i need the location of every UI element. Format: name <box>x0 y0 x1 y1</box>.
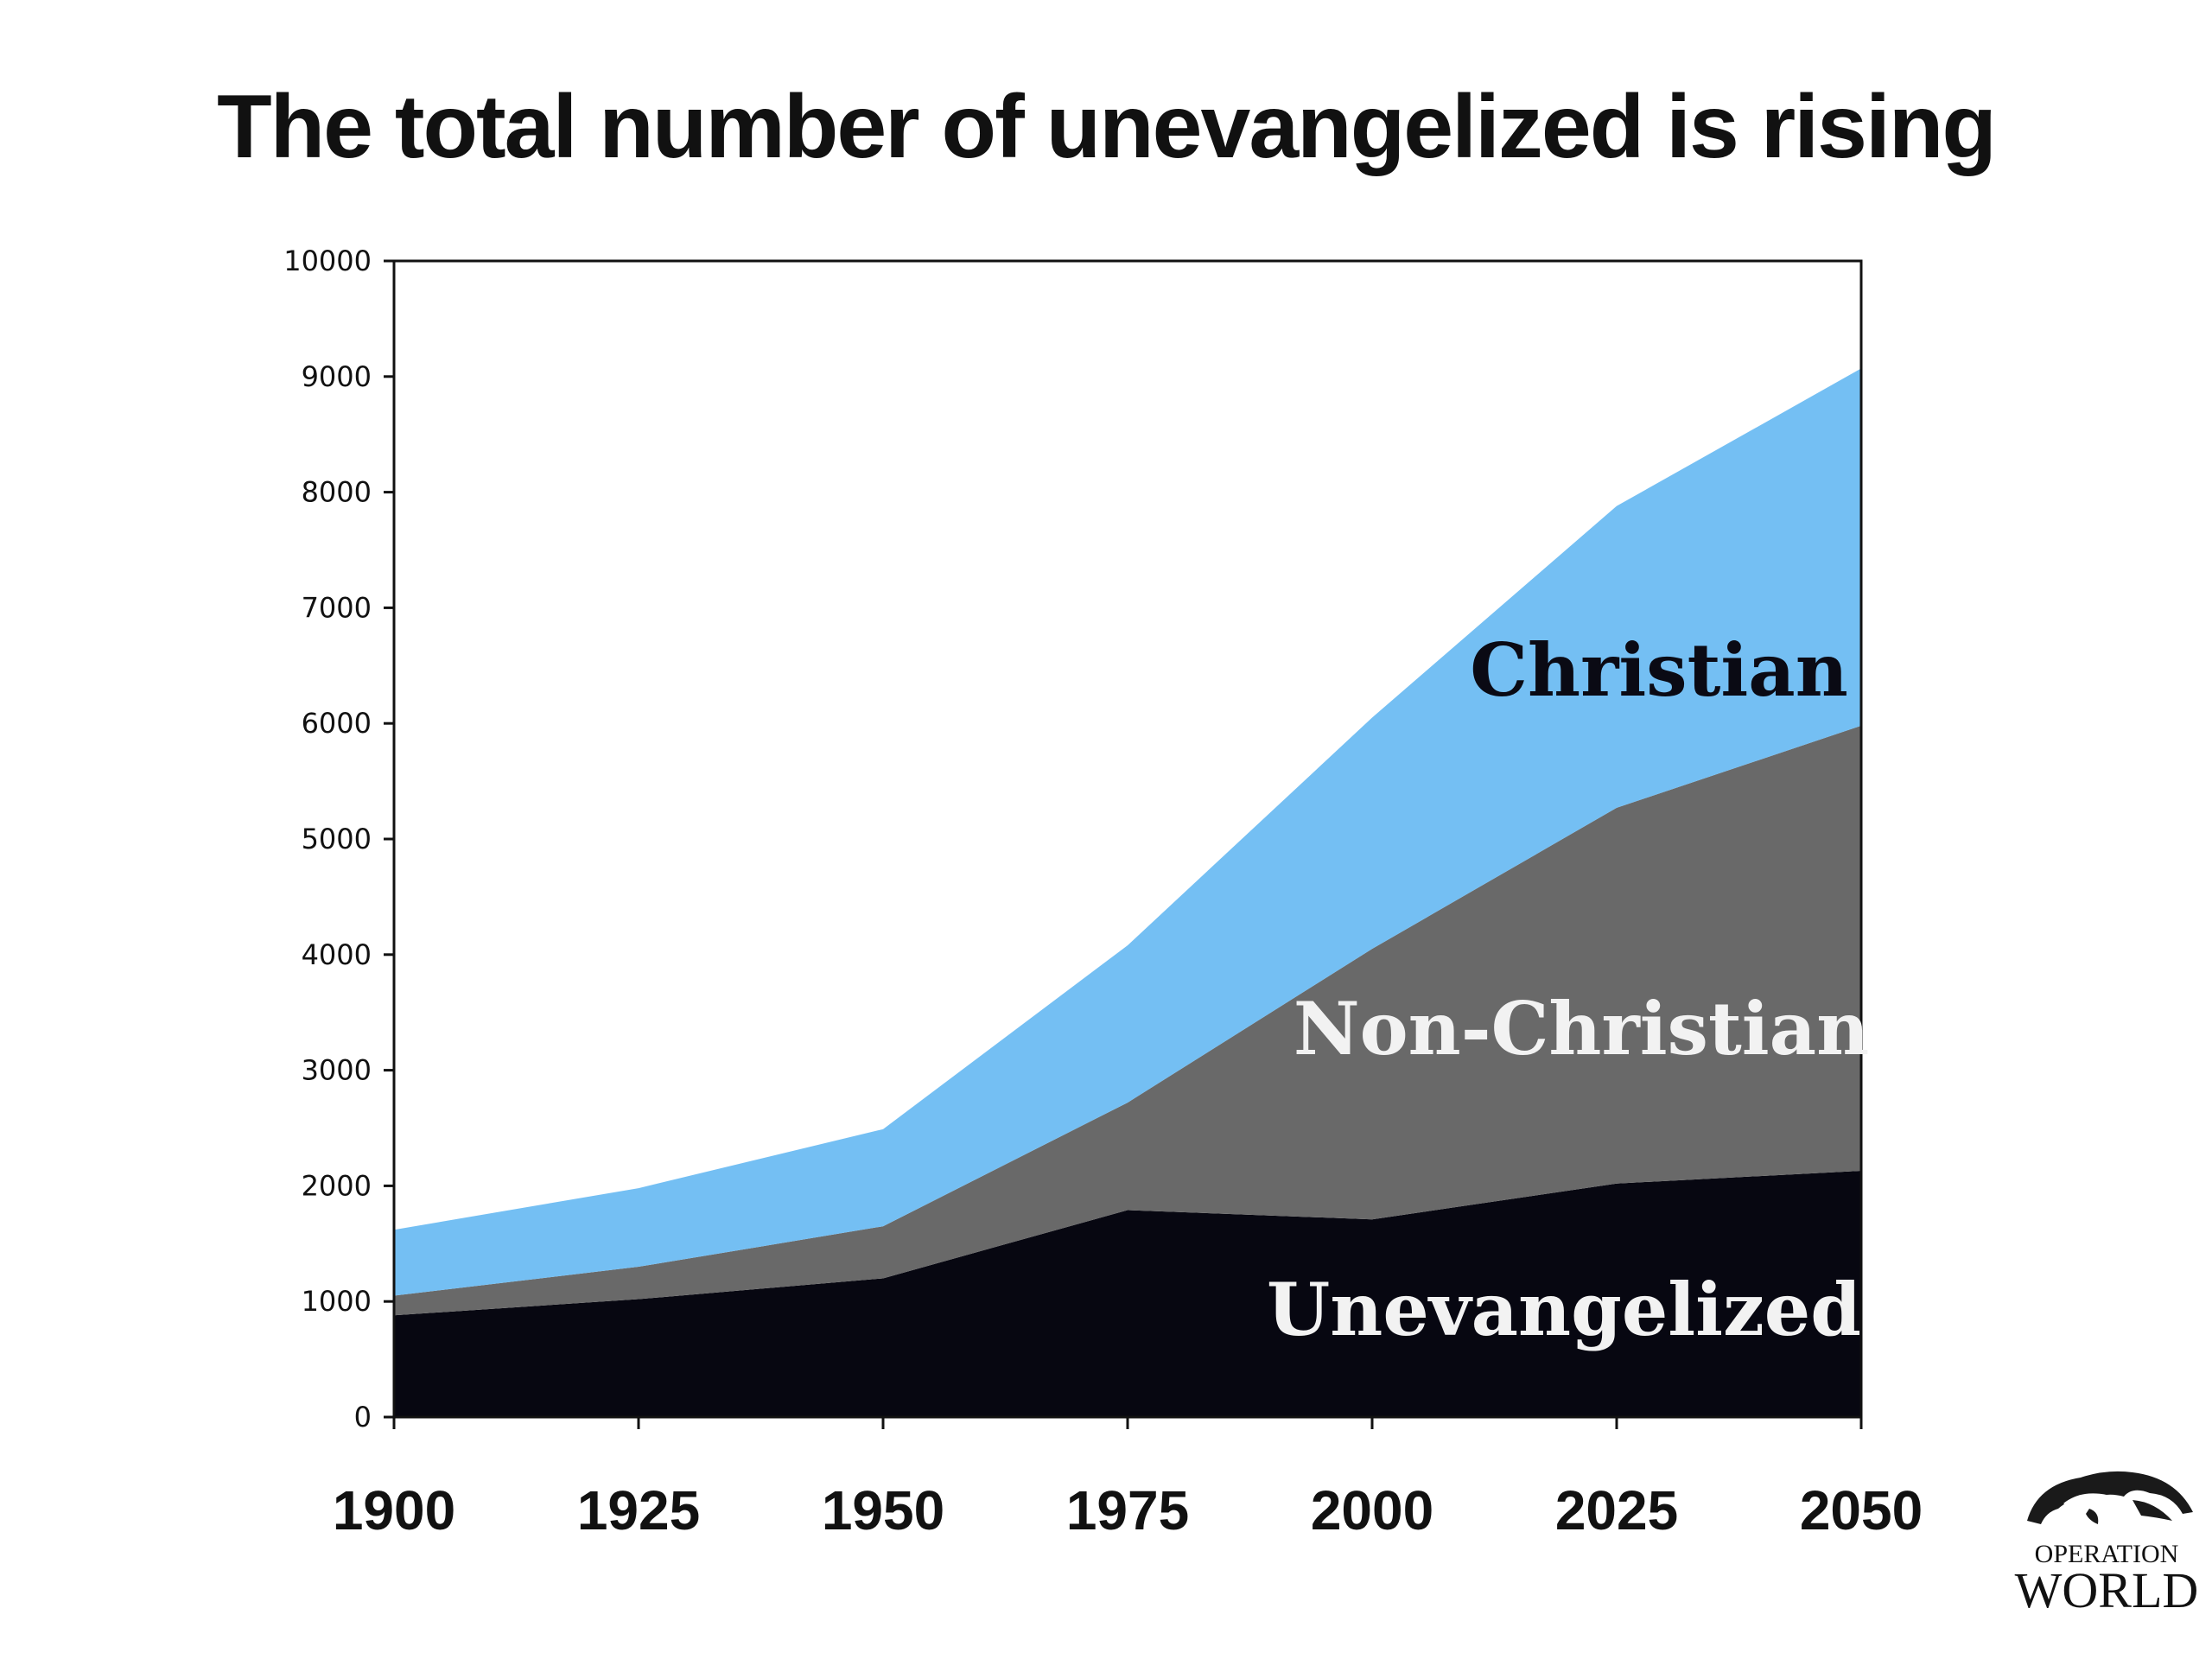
logo-line2: WORLD <box>2015 1562 2199 1618</box>
series-label-christian: Christian <box>1470 627 1848 713</box>
chart-title: The total number of unevangelized is ris… <box>217 77 1997 177</box>
y-tick-label: 0 <box>354 1401 372 1433</box>
y-tick-label: 4000 <box>302 938 372 971</box>
area-non-christian <box>394 725 1861 1316</box>
x-tick-label: 2025 <box>1555 1479 1678 1541</box>
logo-line1: OPERATION <box>2035 1540 2179 1568</box>
y-tick-label: 2000 <box>302 1169 372 1202</box>
area-layer <box>394 368 1861 1417</box>
y-axis: 0 1000 2000 3000 4000 5000 6000 7000 8000 9000 100… <box>283 245 394 1433</box>
area-unevangelized <box>394 1171 1861 1417</box>
y-tick-label: 1000 <box>302 1285 372 1318</box>
x-tick-label: 1925 <box>577 1479 700 1541</box>
y-tick-label: 6000 <box>302 707 372 740</box>
x-tick-label: 1900 <box>333 1479 455 1541</box>
y-tick-label: 9000 <box>302 360 372 393</box>
area-christian <box>394 368 1861 1296</box>
x-tick-label: 2000 <box>1311 1479 1433 1541</box>
y-tick-label: 5000 <box>302 823 372 855</box>
y-tick-label: 8000 <box>302 476 372 509</box>
x-axis: 1900 1925 1950 1975 2000 2025 2050 <box>333 1417 1923 1541</box>
series-label-non-christian: Non-Christian <box>1294 986 1869 1071</box>
x-tick-label: 1975 <box>1066 1479 1189 1541</box>
y-tick-label: 7000 <box>302 591 372 624</box>
series-label-unevangelized: Unevangelized <box>1267 1267 1861 1352</box>
x-tick-label: 1950 <box>822 1479 944 1541</box>
series-labels: Unevangelized Non-Christian Christian <box>1267 627 1869 1352</box>
y-tick-label: 10000 <box>283 245 372 277</box>
x-tick-label: 2050 <box>1800 1479 1923 1541</box>
globe-icon <box>2027 1471 2193 1524</box>
y-tick-label: 3000 <box>302 1054 372 1087</box>
operation-world-logo: OPERATION WORLD <box>2015 1471 2199 1618</box>
